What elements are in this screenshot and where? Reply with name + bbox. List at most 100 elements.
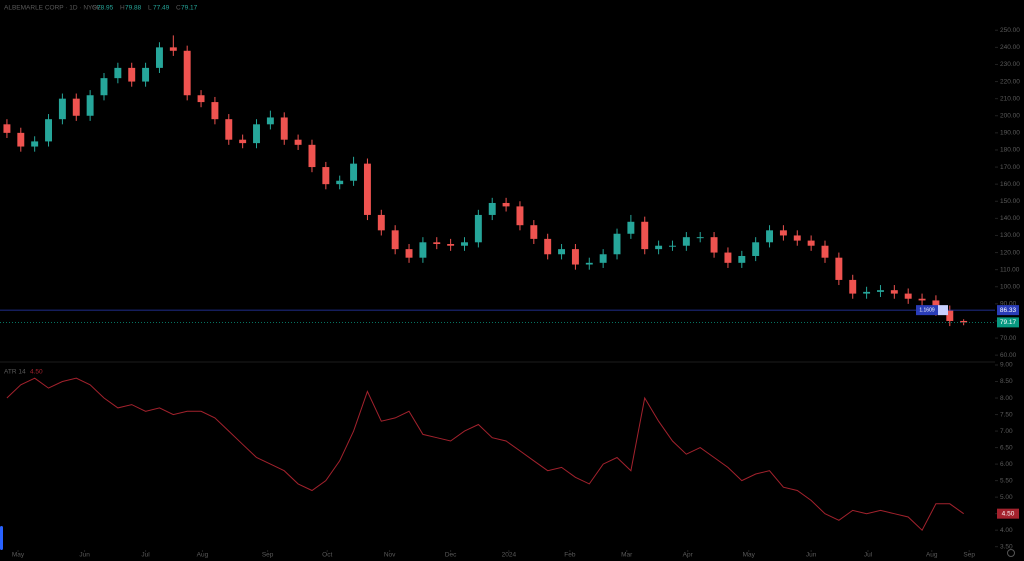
candle-body: [793, 235, 801, 241]
y-tick-label: 250.00: [1000, 27, 1020, 34]
y-tick-label: 7.50: [1000, 411, 1013, 418]
candle-body: [863, 291, 871, 294]
settings-icon[interactable]: [1007, 549, 1015, 557]
candle-body: [114, 67, 122, 79]
indicator-badge: [997, 508, 1019, 519]
x-tick-label: May: [12, 552, 25, 559]
candle-body: [530, 225, 538, 239]
line-tool-close: [938, 305, 948, 316]
candle-body: [322, 167, 330, 185]
candle-body: [3, 124, 11, 133]
y-tick-label: 110.00: [1000, 266, 1020, 273]
y-tick-label: 120.00: [1000, 249, 1020, 256]
candle-body: [183, 50, 191, 96]
candle-body: [682, 237, 690, 246]
y-tick-label: 130.00: [1000, 232, 1020, 239]
x-tick-label: Mar: [621, 552, 633, 559]
y-tick-label: 70.00: [1000, 335, 1017, 342]
y-tick-label: 180.00: [1000, 147, 1020, 154]
side-handle[interactable]: [0, 526, 3, 550]
candle-body: [169, 47, 177, 51]
candle-body: [724, 252, 732, 263]
x-tick-label: Aug: [926, 552, 938, 559]
x-tick-label: 2024: [502, 552, 517, 559]
y-tick-label: 5.00: [1000, 494, 1013, 501]
candle-body: [266, 117, 274, 125]
indicator-badge-label: 4.50: [1002, 510, 1015, 517]
price-badge: [997, 305, 1019, 316]
y-tick-label: 170.00: [1000, 164, 1020, 171]
line-tool-label: 1.1609: [919, 307, 935, 313]
indicator-value: 4.50: [30, 369, 43, 376]
candle-body: [239, 139, 247, 144]
candle-body: [710, 237, 718, 253]
indicator-title: ATR 14: [4, 369, 26, 376]
candle-body: [488, 202, 496, 215]
x-tick-label: Dec: [445, 552, 457, 559]
candle-body: [599, 254, 607, 263]
y-tick-label: 100.00: [1000, 283, 1020, 290]
candle-body: [474, 214, 482, 243]
candle-body: [738, 255, 746, 263]
x-tick-label: May: [743, 552, 756, 559]
candle-body: [31, 141, 39, 147]
y-tick-label: 60.00: [1000, 352, 1017, 359]
candle-body: [807, 240, 815, 246]
ohlc-value: 77.49: [153, 5, 170, 12]
x-tick-label: Jun: [806, 552, 817, 559]
y-tick-label: 9.00: [1000, 362, 1013, 369]
candle-body: [960, 320, 968, 323]
candle-body: [918, 298, 926, 301]
x-tick-label: Nov: [384, 552, 396, 559]
candle-body: [155, 47, 163, 68]
candle-body: [946, 310, 954, 321]
y-tick-label: 190.00: [1000, 130, 1020, 137]
y-tick-label: 160.00: [1000, 181, 1020, 188]
candle-body: [613, 233, 621, 255]
candle-body: [336, 180, 344, 185]
candle-body: [308, 144, 316, 168]
candle-body: [904, 293, 912, 299]
candle-body: [849, 279, 857, 294]
candle-body: [58, 98, 66, 120]
candle-body: [419, 242, 427, 258]
candle-body: [377, 214, 385, 231]
candle-body: [835, 257, 843, 280]
price-badge: [997, 317, 1019, 328]
candle-body: [585, 262, 593, 265]
y-tick-label: 140.00: [1000, 215, 1020, 222]
candle-body: [280, 117, 288, 140]
candle-body: [294, 139, 302, 145]
candle-body: [516, 206, 524, 226]
candle-body: [766, 230, 774, 243]
candle-body: [627, 221, 635, 234]
x-tick-label: Jul: [141, 552, 150, 559]
candle-body: [447, 244, 455, 246]
candle-body: [405, 249, 413, 258]
y-tick-label: 8.50: [1000, 378, 1013, 385]
candle-body: [350, 163, 358, 181]
candle-body: [821, 245, 829, 258]
candle-body: [890, 290, 898, 294]
x-tick-label: Apr: [683, 552, 694, 559]
x-tick-label: Jun: [79, 552, 90, 559]
indicator-line: [6, 377, 964, 532]
candle-body: [655, 245, 663, 250]
chart-title: ALBEMARLE CORP · 1D · NYSE: [4, 5, 102, 12]
x-tick-label: Oct: [322, 552, 332, 559]
candle-body: [211, 102, 219, 120]
candle-body: [558, 249, 566, 255]
x-tick-label: Sep: [262, 552, 274, 559]
y-tick-label: 6.00: [1000, 461, 1013, 468]
candle-body: [391, 230, 399, 250]
ohlc-value: 78.95: [97, 5, 114, 12]
y-tick-label: 3.50: [1000, 543, 1013, 550]
candle-body: [752, 242, 760, 256]
y-tick-label: 220.00: [1000, 78, 1020, 85]
candle-body: [641, 221, 649, 250]
candle-body: [100, 78, 108, 96]
y-tick-label: 200.00: [1000, 112, 1020, 119]
candle-body: [669, 245, 676, 247]
